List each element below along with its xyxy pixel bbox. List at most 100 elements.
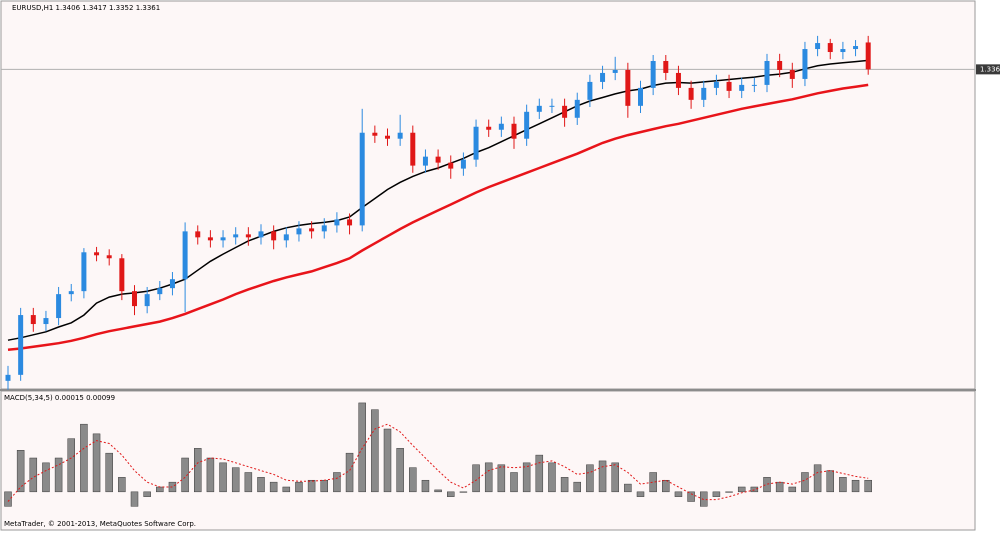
- candle-body: [498, 123, 504, 130]
- macd-bar: [409, 467, 417, 493]
- macd-bar: [29, 457, 38, 493]
- macd-bar: [345, 452, 354, 493]
- candle-body: [422, 156, 428, 166]
- macd-bar: [775, 481, 784, 493]
- last-price-box: [976, 64, 1000, 75]
- candle-body: [207, 237, 213, 241]
- candle-body: [448, 162, 454, 169]
- macd-bar: [42, 462, 50, 493]
- macd-bar: [54, 457, 63, 493]
- macd-bar: [611, 462, 619, 493]
- macd-bar: [371, 409, 379, 493]
- candle-body: [853, 46, 859, 50]
- macd-bar: [737, 486, 746, 493]
- price-pane: [0, 0, 976, 390]
- macd-bar: [92, 433, 101, 493]
- candle-body: [638, 87, 643, 106]
- candle-body: [43, 318, 49, 325]
- macd-bar: [484, 462, 493, 493]
- macd-bar: [839, 477, 847, 493]
- macd-pane: [0, 390, 976, 531]
- macd-bar: [864, 479, 872, 493]
- macd-bar: [307, 479, 316, 493]
- candle-body: [865, 42, 871, 70]
- macd-bar: [168, 481, 177, 493]
- macd-bar: [231, 467, 240, 493]
- macd-bar: [573, 481, 581, 493]
- candle-body: [106, 255, 112, 259]
- macd-bar: [269, 481, 278, 493]
- candle-body: [397, 132, 403, 139]
- macd-bar: [459, 491, 468, 493]
- candle-body: [245, 234, 251, 238]
- macd-bar: [674, 491, 683, 497]
- candle-body: [347, 219, 353, 226]
- macd-bar: [510, 472, 518, 493]
- candle-body: [612, 69, 618, 73]
- copyright: MetaTrader, © 2001-2013, MetaQuotes Soft…: [4, 520, 196, 528]
- candle-body: [815, 43, 821, 50]
- candle-body: [321, 225, 327, 232]
- candle-body: [18, 315, 24, 375]
- candle-body: [359, 132, 365, 226]
- candle-body: [713, 81, 719, 88]
- candle-body: [562, 105, 568, 118]
- macd-bar: [801, 472, 809, 493]
- candle-body: [68, 291, 74, 295]
- macd-bar: [282, 486, 291, 493]
- macd-bar: [194, 448, 202, 493]
- signal-line: [7, 423, 869, 502]
- macd-bar: [219, 462, 227, 493]
- macd-bar: [548, 462, 556, 493]
- macd-bar: [67, 438, 75, 493]
- macd-bar: [813, 464, 822, 493]
- macd-bar: [257, 477, 265, 493]
- last-price-label: 1.3361: [980, 65, 1000, 73]
- candle-body: [511, 123, 517, 139]
- candle-body: [777, 60, 783, 70]
- candle-body: [688, 87, 694, 100]
- macd-bar: [560, 477, 569, 493]
- candle-body: [536, 105, 542, 112]
- marks-layer: [4, 35, 1000, 507]
- text-layer: EURUSD,H1 1.3406 1.3417 1.3352 1.3361 MA…: [4, 4, 1000, 528]
- candle-body: [840, 49, 846, 53]
- macd-bar: [472, 464, 480, 493]
- candle-body: [182, 231, 188, 280]
- macd-bar: [383, 428, 392, 493]
- candle-body: [169, 279, 175, 289]
- candle-body: [827, 43, 833, 53]
- candle-body: [524, 111, 530, 139]
- candle-body: [739, 84, 745, 91]
- candle-body: [30, 315, 36, 325]
- candle-body: [132, 291, 137, 307]
- macd-bar: [851, 479, 860, 493]
- macd-bar: [156, 486, 164, 493]
- macd-bar: [712, 491, 721, 497]
- candle-body: [5, 374, 11, 381]
- macd-bar: [130, 491, 139, 507]
- macd-bar: [826, 470, 834, 493]
- candle-body: [486, 126, 492, 130]
- candle-body: [764, 60, 770, 85]
- candle-body: [144, 294, 150, 307]
- candle-body: [587, 81, 593, 100]
- macd-bar: [649, 472, 657, 493]
- candle-body: [81, 252, 87, 292]
- macd-bar: [80, 423, 88, 493]
- candle-body: [473, 126, 479, 160]
- macd-bar: [244, 472, 253, 493]
- macd-bar: [636, 491, 645, 497]
- macd-bar: [181, 457, 189, 493]
- macd-bar: [143, 491, 151, 497]
- candle-body: [574, 99, 580, 118]
- macd-bar: [320, 479, 328, 493]
- candle-body: [271, 231, 277, 241]
- macd-bar: [434, 489, 442, 493]
- macd-title: MACD(5,34,5) 0.00015 0.00099: [4, 394, 115, 402]
- macd-bar: [535, 454, 544, 493]
- candle-body: [334, 219, 340, 226]
- macd-bar: [396, 448, 404, 493]
- candle-body: [56, 294, 62, 319]
- candle-body: [94, 252, 100, 256]
